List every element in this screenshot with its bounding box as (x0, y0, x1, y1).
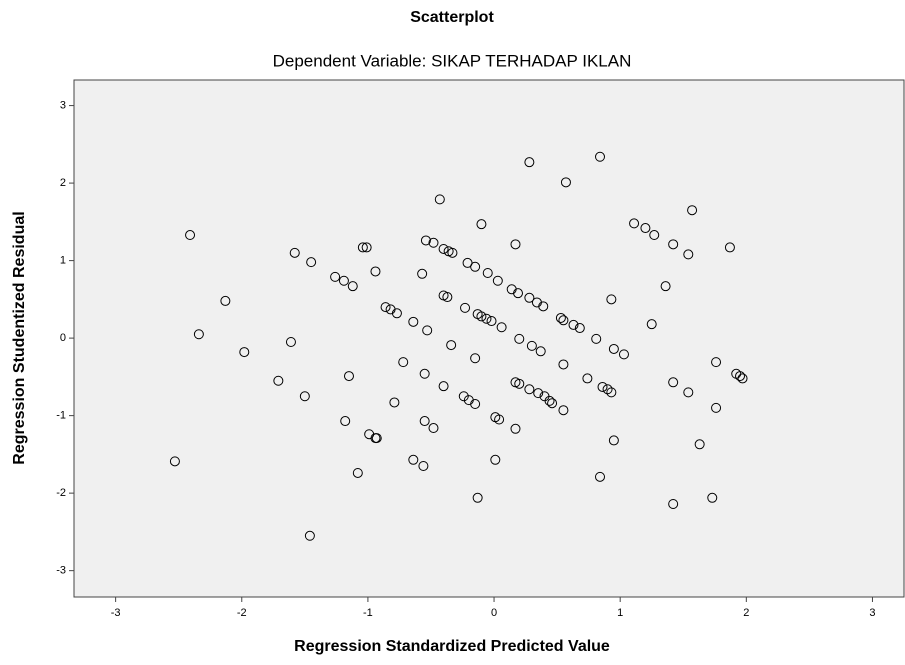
x-tick-label: -1 (363, 607, 373, 619)
y-tick-label: -3 (56, 565, 66, 577)
x-tick-label: 0 (491, 607, 497, 619)
x-axis-label: Regression Standardized Predicted Value (294, 638, 610, 655)
y-tick-label: 2 (60, 177, 66, 189)
y-tick-label: -1 (56, 410, 66, 422)
y-tick-label: 0 (60, 332, 66, 344)
x-tick-label: 3 (869, 607, 875, 619)
x-tick-label: 2 (743, 607, 749, 619)
chart: Scatterplot Dependent Variable: SIKAP TE… (0, 0, 905, 660)
y-axis-label: Regression Studentized Residual (11, 211, 28, 464)
chart-title: Scatterplot (410, 9, 494, 26)
y-tick-label: 3 (60, 99, 66, 111)
x-tick-label: -3 (111, 607, 121, 619)
y-tick-label: -2 (56, 487, 66, 499)
x-tick-label: 1 (617, 607, 623, 619)
chart-subtitle: Dependent Variable: SIKAP TERHADAP IKLAN (273, 51, 632, 70)
y-tick-label: 1 (60, 255, 66, 267)
x-tick-label: -2 (237, 607, 247, 619)
page: Scatterplot Dependent Variable: SIKAP TE… (0, 0, 905, 660)
